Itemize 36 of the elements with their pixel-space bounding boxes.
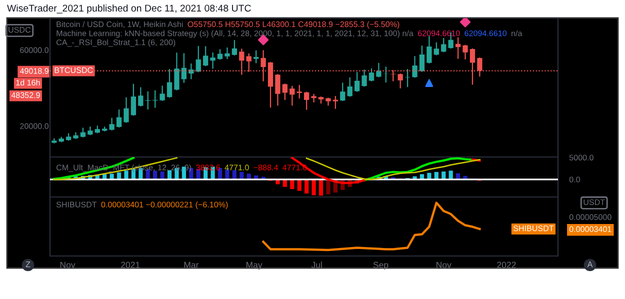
annotation: 62094.6610 bbox=[464, 30, 507, 36]
text: SHIBUSDT bbox=[513, 225, 554, 232]
x-tick-label: Jul bbox=[311, 262, 322, 268]
text: Z bbox=[26, 262, 30, 268]
x-tick-label: Mar bbox=[184, 262, 199, 268]
annotation: 62094.6610 bbox=[418, 30, 460, 36]
chart-title: SHIBUSDT bbox=[56, 202, 97, 208]
x-tick-label: 2021 bbox=[121, 262, 140, 268]
annotation: −888.4 bbox=[254, 164, 278, 170]
y-tick-label: 0.00003401 bbox=[569, 226, 612, 232]
ref-line-label: BTCUSDC bbox=[54, 67, 93, 73]
text: 1d 16h bbox=[16, 80, 40, 86]
annotation: O55750.5 H55750.5 L46300.1 C49018.9 −2855.3 (−5.50%) bbox=[188, 21, 400, 29]
annotation: 3882.6 bbox=[196, 164, 220, 170]
chart-subtitle: Bitcoin / USD Coin, 1W, Heikin Ashi bbox=[56, 21, 183, 28]
y-tick-label: 60000.0 bbox=[20, 47, 49, 53]
y-tick-label: 20000.0 bbox=[20, 123, 49, 130]
annotation: CA_-_RSI_Bol_Strat_1.1 (6, 200) bbox=[56, 39, 176, 47]
annotation: 0.00003401 −0.00000221 (−6.10%) bbox=[101, 202, 228, 210]
y-tick-label: 0.00005000 bbox=[569, 214, 612, 220]
text: A bbox=[587, 262, 593, 268]
x-tick-label: Sep bbox=[373, 262, 388, 270]
text: USDT bbox=[584, 199, 605, 206]
text: 48352.9 bbox=[11, 92, 40, 98]
annotation: Machine Learning: kNN-based Strategy (s) (All, 14, 28, 2000, 1, 1, 2021, 1, 1, 2021, 12, 31, 100) n/a bbox=[56, 30, 414, 38]
y-tick-label: 0.0 bbox=[569, 176, 580, 182]
annotation: 4771.0 bbox=[224, 164, 249, 170]
y-tick-label: 5000.0 bbox=[569, 154, 594, 160]
chart-title: WiseTrader_2021 published on Dec 11, 2021 08:48 UTC bbox=[7, 4, 251, 14]
annotation: n/a bbox=[512, 30, 522, 36]
x-tick-label: 2022 bbox=[497, 262, 516, 268]
y-tick-label: 49018.9 bbox=[20, 68, 48, 74]
x-tick-label: May bbox=[246, 262, 262, 270]
x-tick-label: Nov bbox=[60, 262, 76, 268]
x-tick-label: Nov bbox=[436, 262, 452, 268]
text: USDC bbox=[8, 26, 31, 33]
